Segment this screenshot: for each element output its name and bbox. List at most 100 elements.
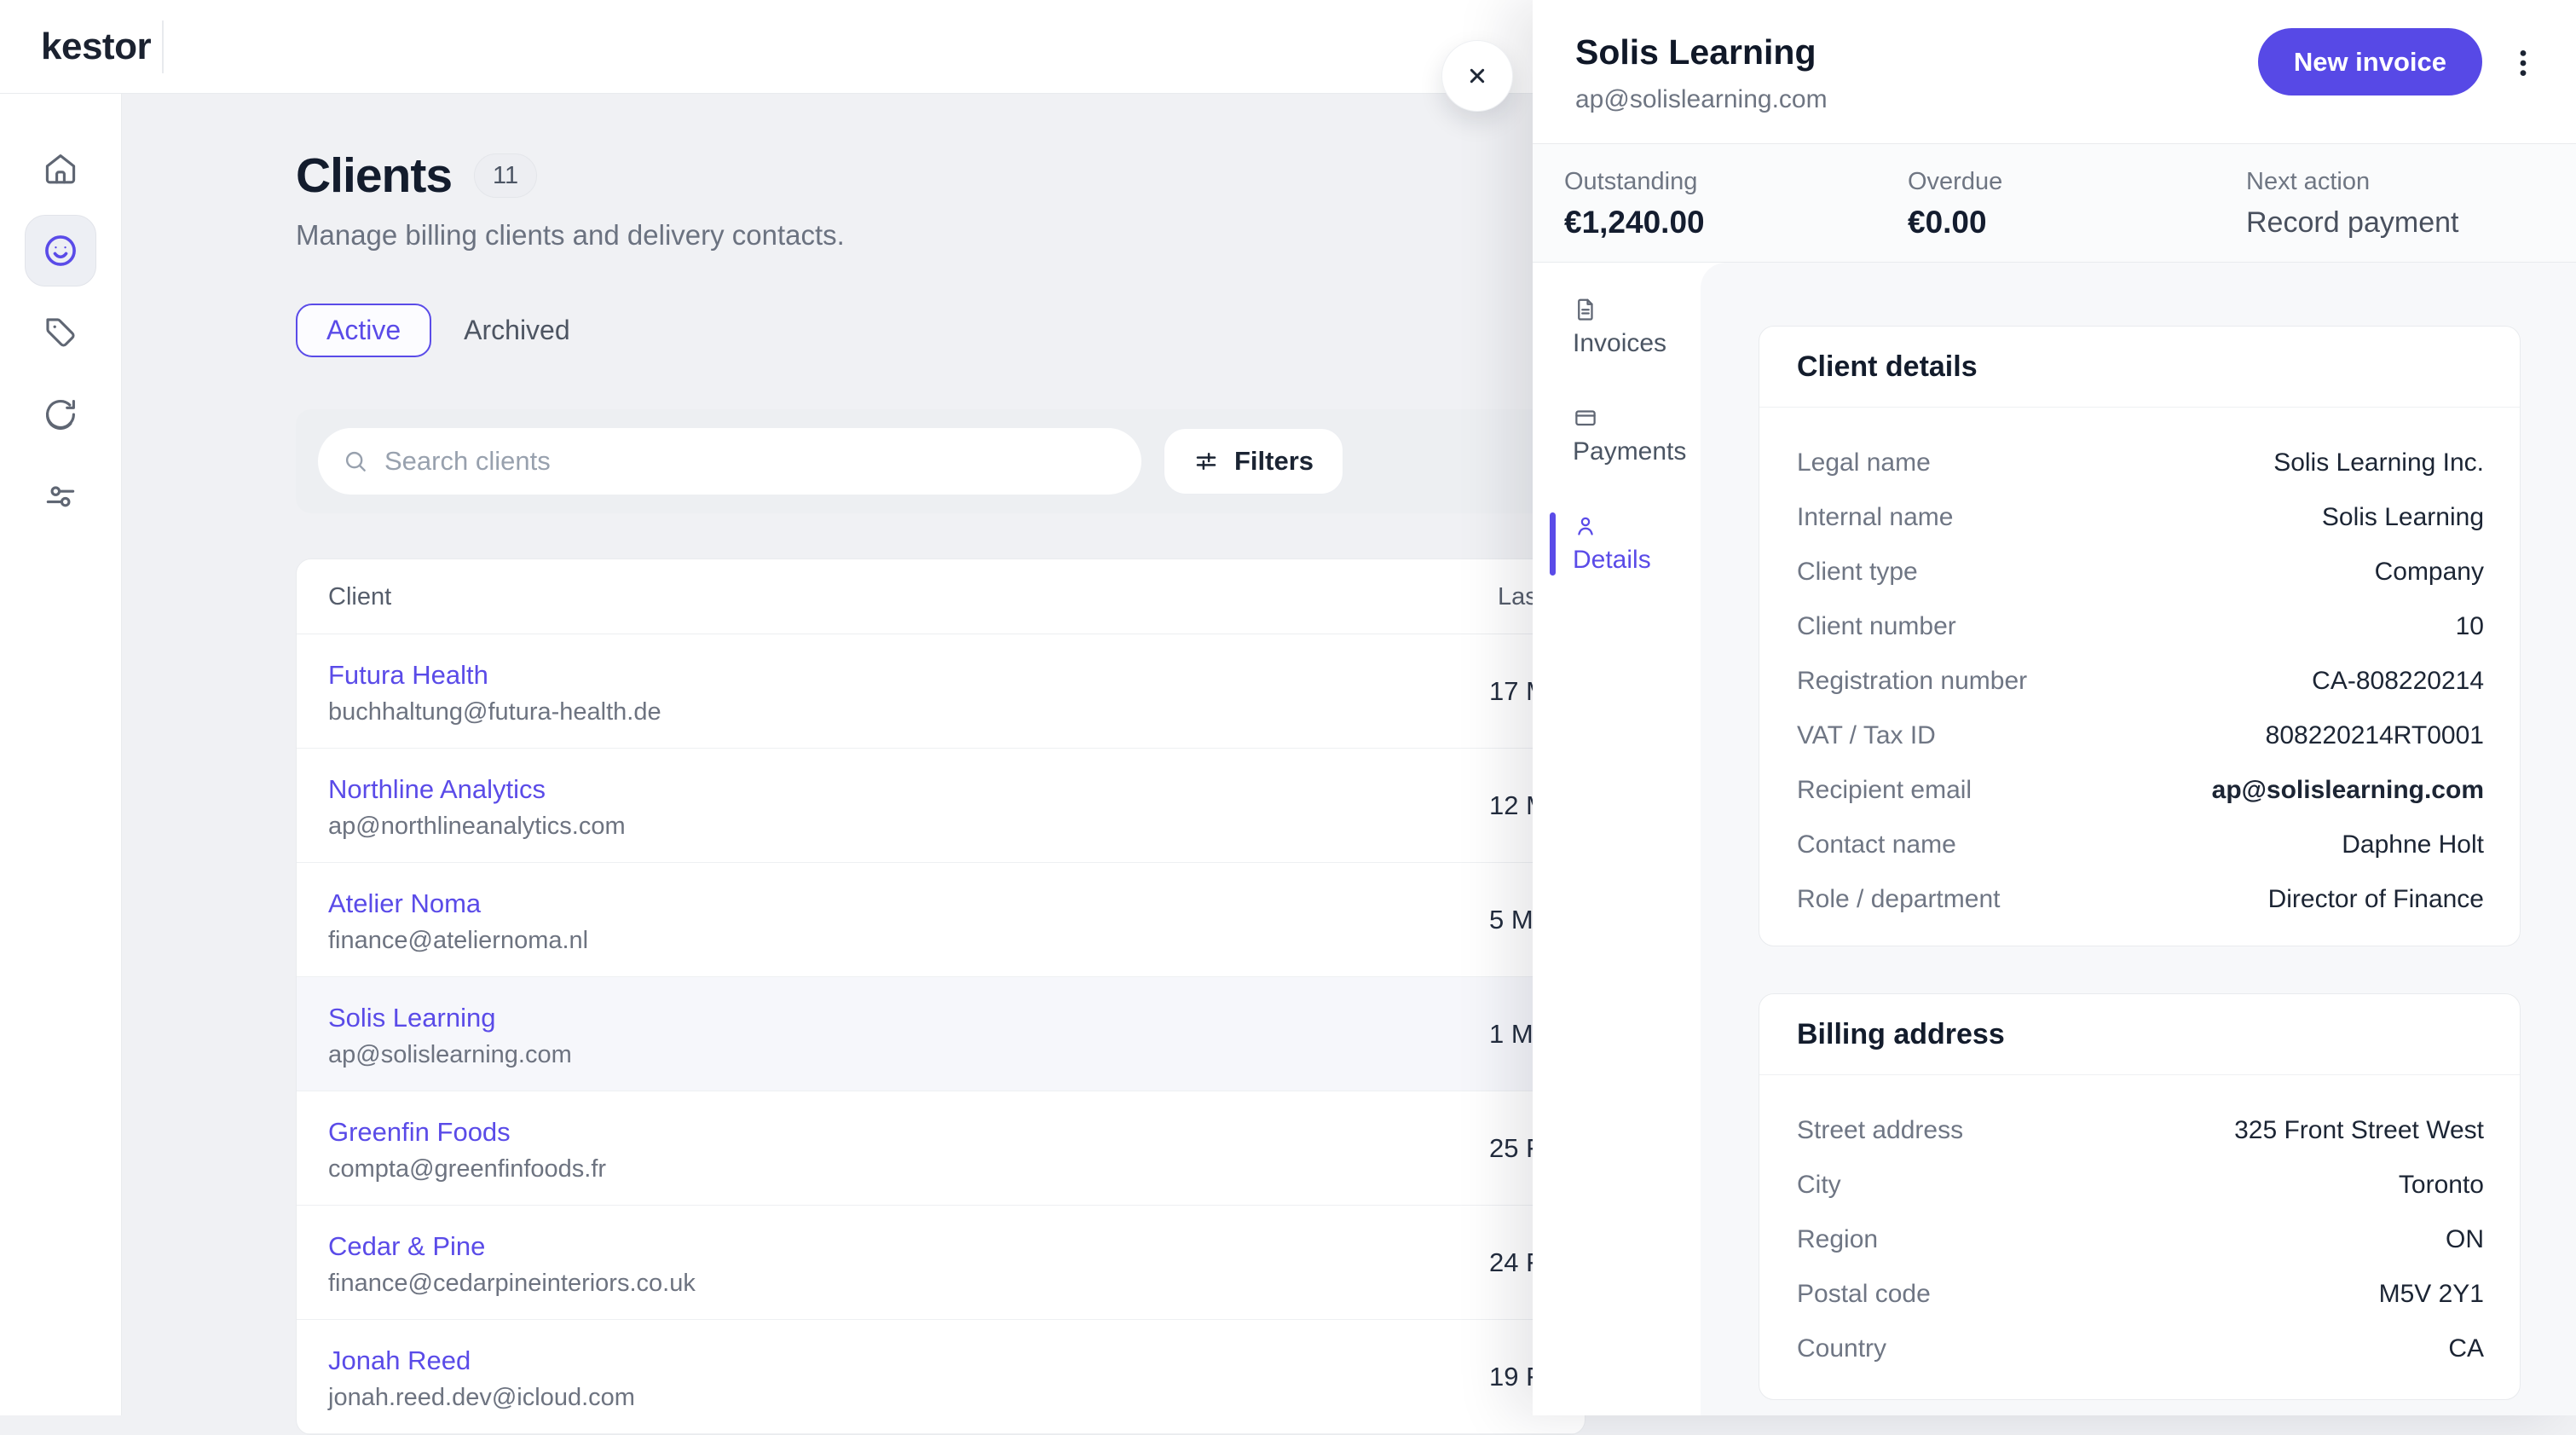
filters-adjustments-icon (1193, 448, 1219, 474)
close-panel-button[interactable] (1441, 40, 1513, 112)
sidebar-item-clients[interactable] (25, 215, 96, 286)
table-header: Client Las (297, 559, 1585, 634)
panel-body: Invoices Payments Detail (1533, 263, 2576, 1415)
sidebar-item-home[interactable] (25, 133, 96, 205)
sidebar-item-settings[interactable] (25, 460, 96, 532)
topbar-divider (162, 20, 164, 73)
client-email: ap@northlineanalytics.com (328, 813, 626, 840)
client-name-link[interactable]: Futura Health (328, 660, 488, 690)
detail-row: Registration number CA-808220214 (1797, 654, 2484, 709)
table-row[interactable]: Greenfin Foods compta@greenfinfoods.fr 2… (297, 1091, 1585, 1206)
client-email: ap@solislearning.com (328, 1041, 572, 1068)
card-title: Client details (1759, 327, 2520, 408)
panel-content: Client details Legal name Solis Learning… (1701, 263, 2576, 1415)
detail-row: Client type Company (1797, 545, 2484, 599)
detail-value: M5V 2Y1 (2378, 1280, 2484, 1308)
stat-label: Next action (2246, 168, 2371, 195)
detail-row: Recipient email ap@solislearning.com (1797, 763, 2484, 818)
detail-row: Contact name Daphne Holt (1797, 818, 2484, 872)
detail-label: Role / department (1797, 885, 2001, 913)
detail-row: Street address 325 Front Street West (1797, 1103, 2484, 1158)
search-input[interactable] (384, 446, 1118, 477)
detail-label: City (1797, 1171, 1841, 1199)
sidebar-item-tags[interactable] (25, 297, 96, 368)
stat-next-action: Next action Record payment (2246, 144, 2458, 241)
stat-outstanding: Outstanding €1,240.00 (1564, 144, 1705, 241)
column-header-last: Las (1498, 583, 1538, 610)
stat-label: Overdue (1908, 168, 2003, 195)
tag-icon (42, 314, 79, 351)
search-box[interactable] (318, 428, 1141, 495)
panel-client-name: Solis Learning (1575, 32, 1816, 72)
page-subtitle: Manage billing clients and delivery cont… (296, 219, 845, 251)
detail-row: Role / department Director of Finance (1797, 872, 2484, 927)
client-name-link[interactable]: Cedar & Pine (328, 1231, 486, 1261)
client-name-link[interactable]: Greenfin Foods (328, 1117, 511, 1147)
stat-label: Outstanding (1564, 168, 1698, 195)
detail-label: VAT / Tax ID (1797, 721, 1936, 749)
client-name-link[interactable]: Atelier Noma (328, 888, 482, 918)
client-details-card: Client details Legal name Solis Learning… (1759, 326, 2521, 946)
sidebar-item-sync[interactable] (25, 379, 96, 450)
stat-value: Record payment (2246, 206, 2459, 239)
tab-label: Payments (1573, 437, 1687, 466)
detail-label: Internal name (1797, 503, 1954, 531)
client-name-link[interactable]: Jonah Reed (328, 1345, 471, 1375)
search-icon (342, 448, 369, 475)
card-title: Billing address (1759, 994, 2520, 1075)
table-row[interactable]: Northline Analytics ap@northlineanalytic… (297, 749, 1585, 863)
stat-overdue: Overdue €0.00 (1908, 144, 2002, 241)
client-name-link[interactable]: Northline Analytics (328, 774, 546, 804)
credit-card-icon (1573, 405, 1701, 431)
detail-row: Region ON (1797, 1212, 2484, 1267)
detail-label: Country (1797, 1334, 1887, 1363)
sliders-icon (42, 477, 79, 515)
detail-row: Client number 10 (1797, 599, 2484, 654)
new-invoice-button[interactable]: New invoice (2257, 28, 2482, 95)
filters-button[interactable]: Filters (1164, 428, 1344, 495)
clients-smiley-icon (41, 231, 80, 270)
panel-stats: Outstanding €1,240.00 Overdue €0.00 Next… (1533, 143, 2576, 263)
table-row[interactable]: Jonah Reed jonah.reed.dev@icloud.com 19 … (297, 1320, 1585, 1434)
detail-value: 325 Front Street West (2234, 1116, 2484, 1144)
invoice-file-icon (1573, 297, 1701, 322)
table-row-selected[interactable]: Solis Learning ap@solislearning.com 1 Ma (297, 977, 1585, 1091)
table-row[interactable]: Atelier Noma finance@ateliernoma.nl 5 M (297, 863, 1585, 977)
detail-value: CA (2448, 1334, 2484, 1363)
detail-value: 10 (2455, 612, 2484, 640)
home-icon (42, 150, 79, 188)
more-actions-button[interactable] (2496, 36, 2550, 90)
clients-table: Client Las Futura Health buchhaltung@fut… (296, 558, 1585, 1435)
billing-address-card: Billing address Street address 325 Front… (1759, 993, 2521, 1400)
tab-details[interactable]: Details (1533, 513, 1701, 576)
search-filter-bar: Filters (296, 409, 1585, 513)
detail-label: Client number (1797, 612, 1956, 640)
last-invoice-date: 5 M (1489, 904, 1533, 934)
detail-value: Company (2374, 558, 2484, 586)
client-detail-panel: Solis Learning ap@solislearning.com New … (1533, 0, 2576, 1415)
icon-sidebar (0, 94, 122, 1415)
tab-label: Details (1573, 546, 1651, 574)
panel-client-email: ap@solislearning.com (1575, 85, 1828, 113)
tab-payments[interactable]: Payments (1533, 405, 1701, 468)
table-row[interactable]: Futura Health buchhaltung@futura-health.… (297, 634, 1585, 749)
tab-invoices[interactable]: Invoices (1533, 297, 1701, 360)
client-name-link[interactable]: Solis Learning (328, 1003, 496, 1033)
detail-value: Solis Learning (2321, 503, 2484, 531)
tab-active[interactable]: Active (296, 304, 432, 357)
tab-label: Invoices (1573, 329, 1667, 357)
panel-tab-rail: Invoices Payments Detail (1533, 263, 1701, 1415)
detail-label: Street address (1797, 1116, 1964, 1144)
client-email: finance@ateliernoma.nl (328, 927, 589, 954)
detail-value: Director of Finance (2267, 885, 2484, 913)
detail-label: Legal name (1797, 448, 1931, 477)
stat-value: €1,240.00 (1564, 205, 1705, 240)
detail-label: Region (1797, 1225, 1879, 1253)
detail-value: 808220214RT0001 (2265, 721, 2484, 749)
filters-label: Filters (1234, 446, 1314, 476)
close-icon (1464, 62, 1491, 90)
status-filter-tabs: Active Archived (296, 304, 2576, 357)
detail-label: Recipient email (1797, 776, 1972, 804)
tab-archived[interactable]: Archived (464, 315, 570, 345)
table-row[interactable]: Cedar & Pine finance@cedarpineinteriors.… (297, 1206, 1585, 1320)
